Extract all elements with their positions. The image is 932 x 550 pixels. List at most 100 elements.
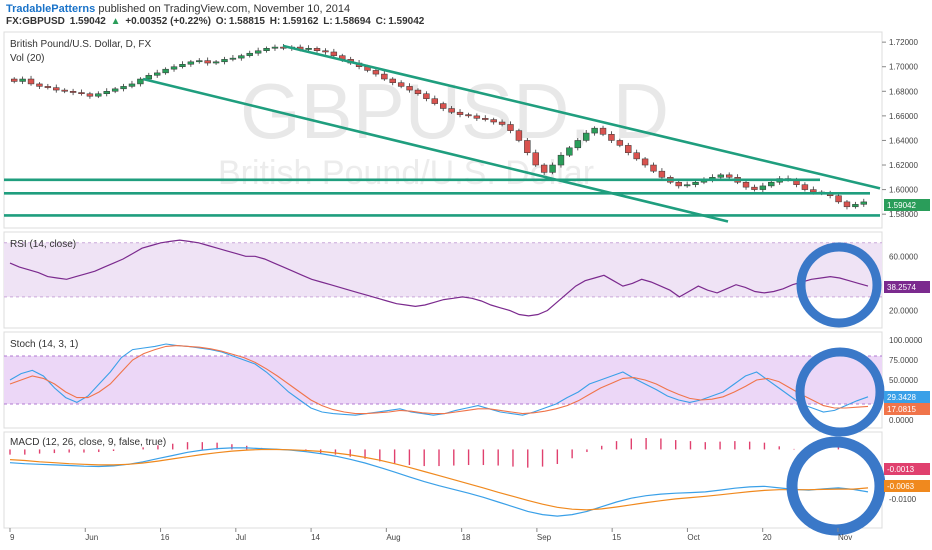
x-tick-label: 20 — [763, 533, 772, 542]
candle-body — [608, 134, 615, 141]
price-tick-label: 1.72000 — [889, 38, 918, 47]
rsi-badge-text: 38.2574 — [887, 283, 916, 292]
macd-panel-title: MACD (12, 26, close, 9, false, true) — [10, 437, 166, 448]
candle-body — [313, 48, 321, 51]
x-tick-label: 15 — [612, 533, 621, 542]
rsi-tick-label: 20.0000 — [889, 306, 918, 315]
candle-body — [111, 88, 119, 92]
price-badge-text: 1.59042 — [887, 201, 916, 210]
high-value: 1.59162 — [282, 16, 319, 27]
candle-body — [103, 91, 110, 95]
candle-body — [330, 51, 338, 56]
candle-body — [137, 78, 144, 85]
candle-body — [381, 73, 388, 80]
open-label: O: — [215, 16, 227, 27]
upper-channel-line — [282, 44, 881, 190]
brand-link[interactable]: TradablePatterns — [6, 3, 96, 15]
candle-body — [448, 108, 455, 113]
stoch-tick-label: 50.0000 — [889, 376, 918, 385]
macd-line-badge: -0.0063 — [884, 480, 930, 492]
price-panel-title: British Pound/U.S. Dollar, D, FX — [10, 39, 151, 50]
stoch-tick-label: 0.0000 — [889, 416, 914, 425]
macd-annotation-circle — [786, 436, 886, 536]
candle-body — [490, 119, 497, 123]
candle-body — [532, 152, 539, 166]
candle-body — [154, 72, 161, 76]
close-label: C: — [375, 16, 387, 27]
x-tick-label: Oct — [687, 533, 700, 542]
candle-body — [465, 114, 472, 117]
chart-header: TradablePatterns published on TradingVie… — [0, 0, 932, 30]
x-tick-label: Sep — [537, 533, 552, 542]
candle-body — [61, 89, 68, 92]
stoch-k-line — [9, 343, 869, 416]
candle-body — [540, 164, 548, 173]
candle-body — [44, 86, 52, 88]
candle-body — [423, 93, 430, 99]
candle-body — [305, 48, 312, 50]
candle-body — [641, 158, 649, 166]
candle-body — [549, 164, 556, 173]
candle-body — [19, 78, 26, 82]
lower-channel-line — [142, 77, 729, 223]
x-tick-label: Aug — [386, 533, 400, 542]
candle-body — [204, 60, 211, 64]
macd-line-badge-text: -0.0063 — [887, 482, 915, 491]
x-tick-label: Nov — [838, 533, 852, 542]
rsi-tick-label: 60.0000 — [889, 252, 918, 261]
candle-body — [507, 124, 514, 131]
candle-body — [78, 92, 85, 95]
candle-body — [179, 64, 186, 67]
stoch-tick-label: 75.0000 — [889, 356, 918, 365]
candle-body — [599, 127, 607, 135]
x-tick-label: Jul — [236, 533, 246, 542]
stoch-band — [4, 356, 882, 404]
candle-body — [271, 46, 279, 49]
open-value: 1.58815 — [228, 16, 265, 27]
up-arrow-icon: ▲ — [110, 16, 121, 27]
candle-body — [397, 82, 405, 87]
low-label: L: — [323, 16, 333, 27]
candle-body — [95, 93, 102, 97]
macd-hist-badge: -0.0013 — [884, 463, 930, 475]
price-panel[interactable] — [3, 31, 883, 229]
price-change: +0.00352 (+0.22%) — [125, 16, 211, 27]
candle-body — [625, 145, 632, 153]
candle-body — [229, 57, 237, 60]
candle-body — [801, 184, 809, 190]
publish-line: TradablePatterns published on TradingVie… — [6, 3, 350, 15]
candle-body — [498, 121, 506, 125]
candle-body — [456, 111, 464, 115]
candle-body — [692, 181, 699, 185]
rsi-band — [4, 242, 882, 297]
quote-line: FX:GBPUSD 1.59042 ▲ +0.00352 (+0.22%) O:… — [6, 16, 426, 27]
candle-body — [860, 201, 867, 205]
high-label: H: — [269, 16, 281, 27]
candle-body — [221, 59, 228, 63]
candle-body — [212, 61, 220, 64]
candle-body — [36, 83, 43, 87]
candle-body — [389, 78, 396, 83]
candle-body — [440, 103, 447, 109]
candle-body — [196, 60, 203, 63]
candle-body — [835, 195, 842, 203]
rsi-panel-title: RSI (14, close) — [10, 239, 76, 250]
stoch-annotation-circle — [795, 347, 885, 437]
candle-body — [768, 181, 775, 187]
macd-line — [9, 447, 869, 517]
candle-body — [566, 147, 573, 156]
x-tick-label: Jun — [85, 533, 98, 542]
price-tick-label: 1.66000 — [889, 112, 918, 121]
price-tick-label: 1.70000 — [889, 63, 918, 72]
candle-body — [742, 181, 750, 188]
candle-body — [751, 186, 758, 190]
candle-body — [482, 118, 489, 120]
volume-label: Vol (20) — [10, 53, 44, 64]
candle-body — [717, 174, 724, 178]
candle-body — [27, 78, 35, 85]
rsi-annotation-circle — [796, 242, 882, 328]
macd-panel[interactable] — [3, 431, 883, 529]
candle-body — [372, 70, 380, 75]
candle-body — [616, 140, 624, 146]
